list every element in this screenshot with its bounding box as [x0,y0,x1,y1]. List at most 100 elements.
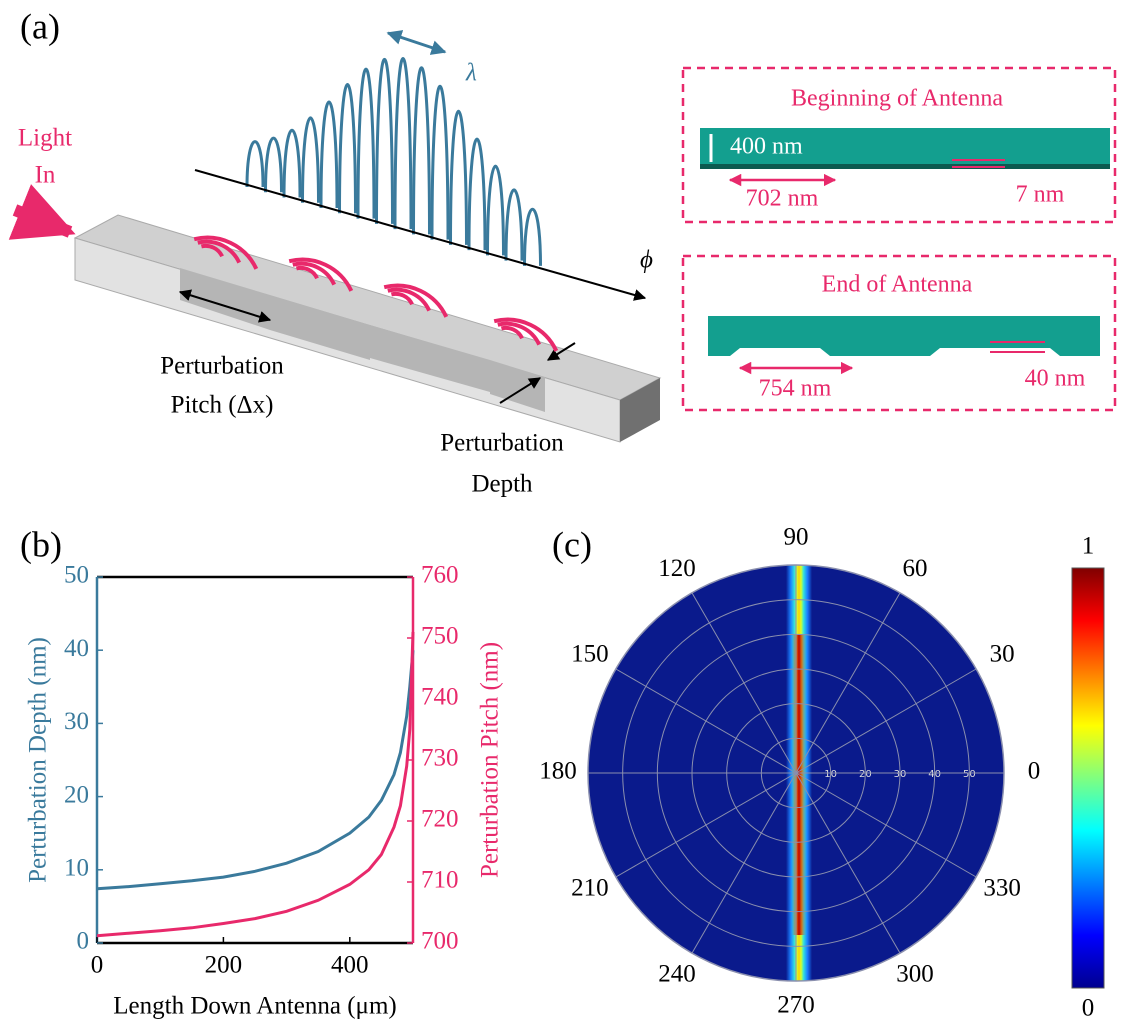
lobe [338,83,357,214]
lobe [449,109,468,245]
arc [500,325,524,340]
inset-title: Beginning of Antenna [791,86,1003,112]
theta-tick-label: 240 [658,960,696,987]
theta-tick-label: 150 [571,641,609,668]
theta-tick-label: 210 [571,875,609,902]
lobe [486,164,505,256]
y2-tick-label: 750 [421,623,459,650]
panel-label: (b) [20,524,62,564]
arc [493,317,559,352]
polar-heatmap [588,565,1105,989]
y-tick-label: 50 [64,562,89,589]
y2-tick-label: 730 [421,745,459,772]
pitch-label: Perturbation [160,353,284,380]
lobe [245,140,265,188]
theta-tick-label: 60 [903,555,928,582]
colorbar-tick-label: 0 [1082,995,1095,1022]
lambda-arrow [386,30,447,55]
spoke-grid [795,772,977,878]
r-tick-label: 20 [859,769,872,780]
lobe [430,85,450,240]
lobe [301,116,320,203]
r-tick-label: 30 [894,769,907,780]
colorbar-tick-label: 1 [1082,533,1095,560]
waveguide-section [708,316,1100,356]
spoke-grid [795,592,901,774]
arc [292,261,337,286]
waveguide-end [620,378,660,442]
lobe [393,57,413,230]
inset-title: End of Antenna [822,272,973,298]
plots: (b)0 200 400010203040507007107207307407507… [20,524,1104,1022]
lobe [412,66,431,235]
x-tick-label: 400 [331,952,369,979]
lobe [467,137,487,251]
lobe [375,57,394,224]
arc [295,265,319,280]
lobe [504,188,524,261]
y2-tick-label: 720 [421,806,459,833]
y-tick-label: 40 [64,635,89,662]
r-tick-label: 40 [928,769,941,780]
theta-tick-label: 270 [777,992,815,1019]
lobe [264,136,283,193]
y2-tick-label: 700 [421,928,459,955]
pitch-label: Pitch (Δx) [171,392,274,419]
y-axis-label: Perturbation Depth (nm) [25,637,52,883]
lobe [282,128,302,198]
beam-core [792,635,806,935]
light-label: Light [18,125,72,152]
panel-label: (a) [20,6,60,46]
lobe [319,100,339,209]
theta-tick-label: 0 [1028,758,1041,785]
depth-label: Depth [471,471,533,498]
y-tick-label: 10 [64,855,89,882]
depth-arrow [546,342,576,361]
y2-tick-label: 710 [421,867,459,894]
y-tick-label: 0 [77,928,90,955]
waveguide-edge [700,164,1110,169]
x-tick-label: 200 [205,952,243,979]
r-tick-label: 50 [963,769,976,780]
pitch-arrow [178,289,272,323]
y2-tick-label: 760 [421,562,459,589]
arc [197,239,242,264]
panel-a: (a) Light In Perturbation Pitch (Δx) Per… [8,6,1117,498]
series-line [96,650,415,891]
arc [390,291,414,306]
y-tick-label: 20 [64,781,89,808]
arc [383,283,449,318]
y2-tick-label: 740 [421,684,459,711]
depth-arrow [499,377,542,404]
theta-tick-label: 120 [658,555,696,582]
theta-tick-label: 330 [983,875,1021,902]
far-field-lobes [245,57,542,266]
y-tick-label: 30 [64,708,89,735]
spoke-grid [691,772,797,954]
x-axis-label: Length Down Antenna (μm) [113,993,396,1020]
waveguide-section [700,128,1110,166]
arc [387,287,432,312]
pitch-label: 754 nm [759,376,832,402]
x-tick-label: 0 [91,952,104,979]
r-tick-label: 10 [824,769,837,780]
spoke-grid [795,772,901,954]
spoke-grid [615,772,797,878]
depth-label: 40 nm [1025,366,1086,392]
arc [193,235,259,270]
theta-tick-label: 180 [539,758,577,785]
colorbar [1071,567,1105,989]
lobe [523,208,542,266]
arc [200,243,224,258]
theta-tick-label: 90 [784,524,809,551]
theta-tick-label: 300 [896,960,934,987]
pitch-label: 702 nm [746,186,819,212]
phi-label: ϕ [640,247,653,274]
y2-axis-label: Perturbation Pitch (nm) [477,642,504,878]
arc [497,321,542,346]
inset-frame [681,254,1117,412]
lobe [356,67,376,219]
phi-axis [194,169,647,301]
lambda-label: λ [465,60,477,87]
